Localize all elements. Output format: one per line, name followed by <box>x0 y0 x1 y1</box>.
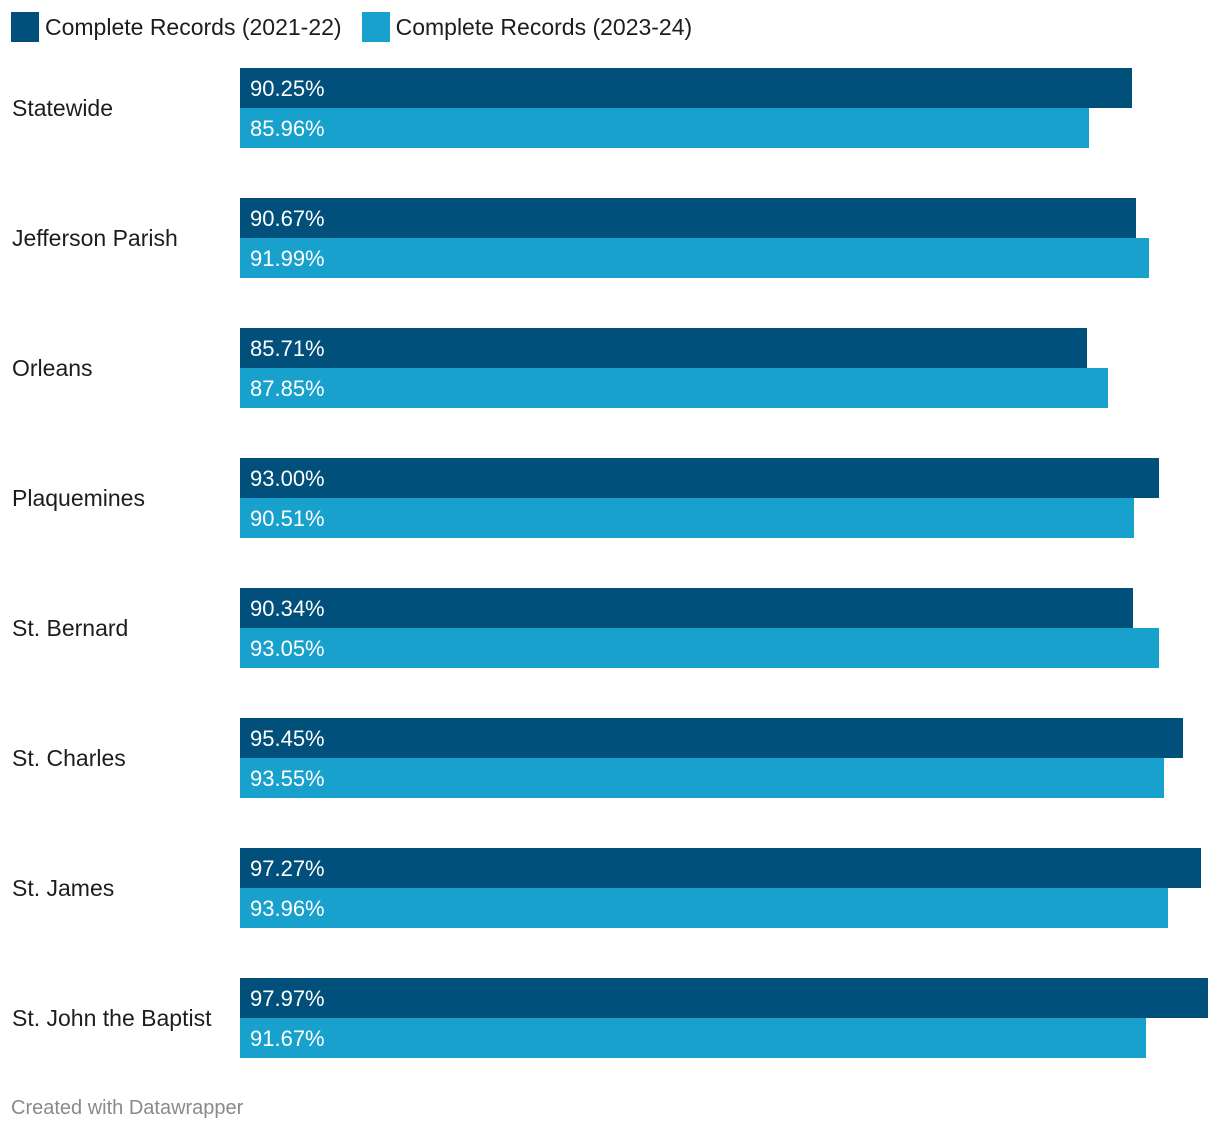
bar-series-2 <box>240 238 1149 278</box>
bar-value-label: 91.99% <box>250 246 325 271</box>
category-label: St. James <box>12 875 114 901</box>
category-label: Plaquemines <box>12 485 145 511</box>
category-label: St. Charles <box>12 745 126 771</box>
bar-value-label: 91.67% <box>250 1026 325 1051</box>
legend-item-series-2: Complete Records (2023-24) <box>361 12 693 42</box>
bar-value-label: 95.45% <box>250 726 325 751</box>
bar-chart-plot: Statewide 90.25% 85.96% Jefferson Parish 90.… <box>12 68 1208 1058</box>
bar-series-1 <box>240 328 1087 368</box>
bar-series-1 <box>240 198 1136 238</box>
category-label: St. John the Baptist <box>12 1005 212 1031</box>
legend-item-series-1: Complete Records (2021-22) <box>11 12 342 42</box>
footer-credit: Created with Datawrapper <box>11 1097 244 1119</box>
bar-value-label: 90.34% <box>250 596 325 621</box>
category-label: Jefferson Parish <box>12 225 178 251</box>
category-label: St. Bernard <box>12 615 128 641</box>
bar-value-label: 93.55% <box>250 766 325 791</box>
bar-value-label: 85.71% <box>250 336 325 361</box>
bar-series-2 <box>240 758 1164 798</box>
legend-swatch-series-2 <box>361 12 390 42</box>
bar-series-2 <box>240 628 1159 668</box>
bar-value-label: 90.25% <box>250 76 325 101</box>
category-label: Statewide <box>12 95 113 121</box>
bar-series-2 <box>240 888 1168 928</box>
legend-swatch-series-1 <box>11 12 39 42</box>
bar-series-2 <box>240 498 1134 538</box>
bar-value-label: 85.96% <box>250 116 325 141</box>
legend-label-series-1: Complete Records (2021-22) <box>45 13 342 40</box>
bar-series-2 <box>240 108 1089 148</box>
bar-value-label: 93.96% <box>250 896 325 921</box>
bar-series-2 <box>240 1018 1146 1058</box>
category-label: Orleans <box>12 355 93 381</box>
bar-series-2 <box>240 368 1108 408</box>
bar-series-1 <box>240 68 1132 108</box>
bar-value-label: 90.51% <box>250 506 325 531</box>
bar-value-label: 97.97% <box>250 986 325 1011</box>
bar-value-label: 97.27% <box>250 856 325 881</box>
bar-value-label: 87.85% <box>250 376 325 401</box>
bar-value-label: 93.05% <box>250 636 325 661</box>
bar-series-1 <box>240 978 1208 1018</box>
bar-series-1 <box>240 588 1133 628</box>
legend: Complete Records (2021-22) Complete Reco… <box>11 12 712 42</box>
bar-series-1 <box>240 848 1201 888</box>
bar-value-label: 93.00% <box>250 466 325 491</box>
bar-series-1 <box>240 718 1183 758</box>
bar-series-1 <box>240 458 1159 498</box>
bar-value-label: 90.67% <box>250 206 325 231</box>
legend-label-series-2: Complete Records (2023-24) <box>395 13 693 40</box>
